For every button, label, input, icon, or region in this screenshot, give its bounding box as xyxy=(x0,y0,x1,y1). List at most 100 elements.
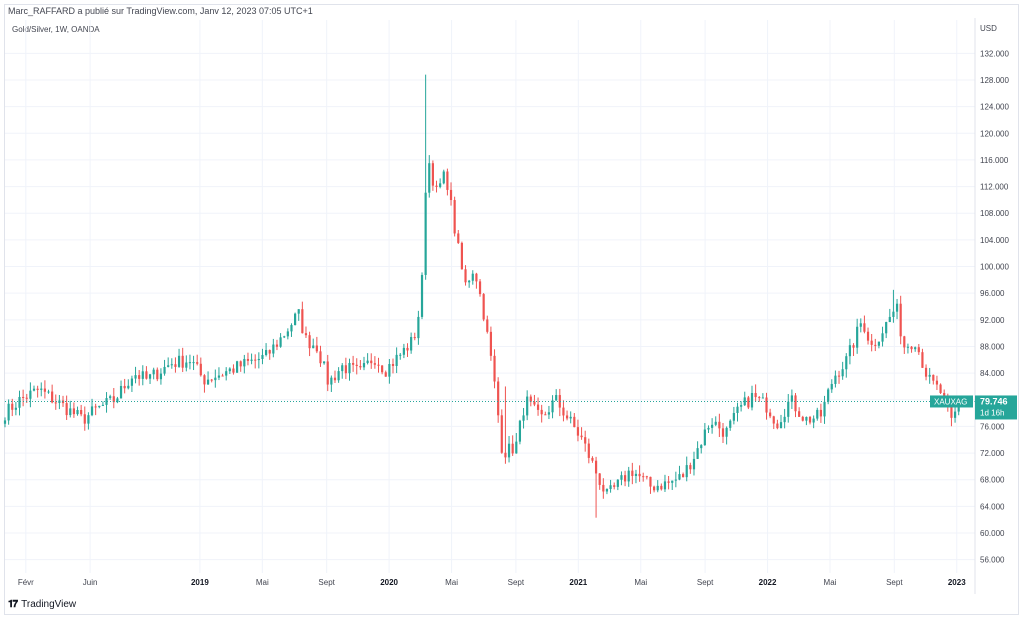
candle-body xyxy=(750,393,754,408)
candle-body xyxy=(667,481,670,483)
candle-body xyxy=(486,319,489,332)
candle-body xyxy=(286,331,289,337)
candle-body xyxy=(424,192,427,275)
candle xyxy=(758,395,761,402)
price-badge-countdown: 1d 16h xyxy=(980,408,1004,417)
candle-body xyxy=(290,325,293,332)
candle-body xyxy=(250,359,253,361)
candle xyxy=(225,367,228,381)
candle-body xyxy=(587,443,590,458)
candle xyxy=(159,368,163,385)
candle-body xyxy=(29,390,32,399)
candle xyxy=(827,387,830,405)
candle-body xyxy=(420,274,424,317)
candle xyxy=(558,388,561,417)
candle xyxy=(370,353,373,369)
candle-body xyxy=(754,393,757,398)
candle-body xyxy=(152,369,155,375)
candle-body xyxy=(732,412,735,421)
candle xyxy=(663,474,667,492)
candle-body xyxy=(682,474,685,478)
candle-body xyxy=(500,415,503,453)
candle-body xyxy=(90,406,94,416)
candle xyxy=(7,399,10,425)
candle xyxy=(264,343,268,357)
candle xyxy=(776,419,779,430)
candle xyxy=(468,279,471,288)
candle xyxy=(482,293,485,322)
candle xyxy=(58,395,61,410)
candle xyxy=(294,312,297,326)
candle xyxy=(587,438,590,464)
candle-body xyxy=(935,380,939,385)
candle-body xyxy=(656,485,659,491)
candle-body xyxy=(464,269,467,283)
candle-body xyxy=(435,185,438,187)
candle-body xyxy=(413,337,416,339)
candle-body xyxy=(235,361,239,373)
symbol-legend[interactable]: Gold/Silver, 1W, OANDA xyxy=(12,25,100,34)
candle-body xyxy=(917,347,920,353)
candle xyxy=(315,336,318,354)
candle xyxy=(355,358,358,375)
candle xyxy=(787,394,790,423)
candle xyxy=(460,241,463,270)
candle-body xyxy=(536,404,540,410)
y-tick-label: 120.000 xyxy=(980,129,1009,138)
ticker-badge xyxy=(930,395,973,408)
candle xyxy=(341,363,344,379)
candle xyxy=(928,367,931,384)
price-axis: 132.000 128.000 124.000 120.000 116.000 112.0… xyxy=(980,49,1009,564)
candle-body xyxy=(573,416,576,428)
candle-body xyxy=(221,375,224,377)
candle-body xyxy=(881,333,884,342)
candle-body xyxy=(663,481,667,490)
candle-body xyxy=(631,470,634,476)
candle-body xyxy=(112,396,115,403)
candle xyxy=(616,479,619,491)
candle-body xyxy=(921,352,924,368)
candle-body xyxy=(333,377,337,381)
candle xyxy=(714,416,717,427)
candle-body xyxy=(845,356,848,370)
candle-body xyxy=(827,389,830,402)
candle xyxy=(729,419,732,431)
candle-body xyxy=(707,427,710,430)
candle xyxy=(391,358,395,374)
y-tick-label: 132.000 xyxy=(980,49,1009,58)
candle xyxy=(732,406,735,425)
candle-body xyxy=(649,476,652,487)
candle-body xyxy=(551,400,554,413)
candle-body xyxy=(834,375,837,384)
candle xyxy=(540,404,543,423)
candle-body xyxy=(323,361,326,364)
candle xyxy=(167,357,170,368)
candle xyxy=(493,349,496,389)
candle-body xyxy=(569,416,572,419)
candle-body xyxy=(678,474,681,480)
candle-body xyxy=(460,242,463,270)
candle xyxy=(515,433,518,454)
candle xyxy=(210,378,213,383)
candle-body xyxy=(518,420,522,442)
candle xyxy=(656,480,659,493)
candle xyxy=(692,451,696,476)
x-tick-label: Mai xyxy=(445,578,458,587)
y-tick-label: 128.000 xyxy=(980,76,1009,85)
candle-body xyxy=(892,311,895,317)
candle-body xyxy=(370,360,373,364)
candle xyxy=(885,321,888,339)
candle xyxy=(163,359,166,376)
candle-body xyxy=(652,486,656,491)
candle xyxy=(243,354,246,374)
footer-branding[interactable]: 𝟏𝟕 TradingView xyxy=(8,599,76,610)
candle-body xyxy=(616,479,619,487)
y-tick-label: 68.000 xyxy=(980,476,1005,485)
candle xyxy=(127,379,130,390)
candle xyxy=(642,472,645,482)
candle-body xyxy=(51,391,54,403)
candle-body xyxy=(620,475,623,480)
candle xyxy=(718,413,721,438)
candle xyxy=(660,483,663,491)
